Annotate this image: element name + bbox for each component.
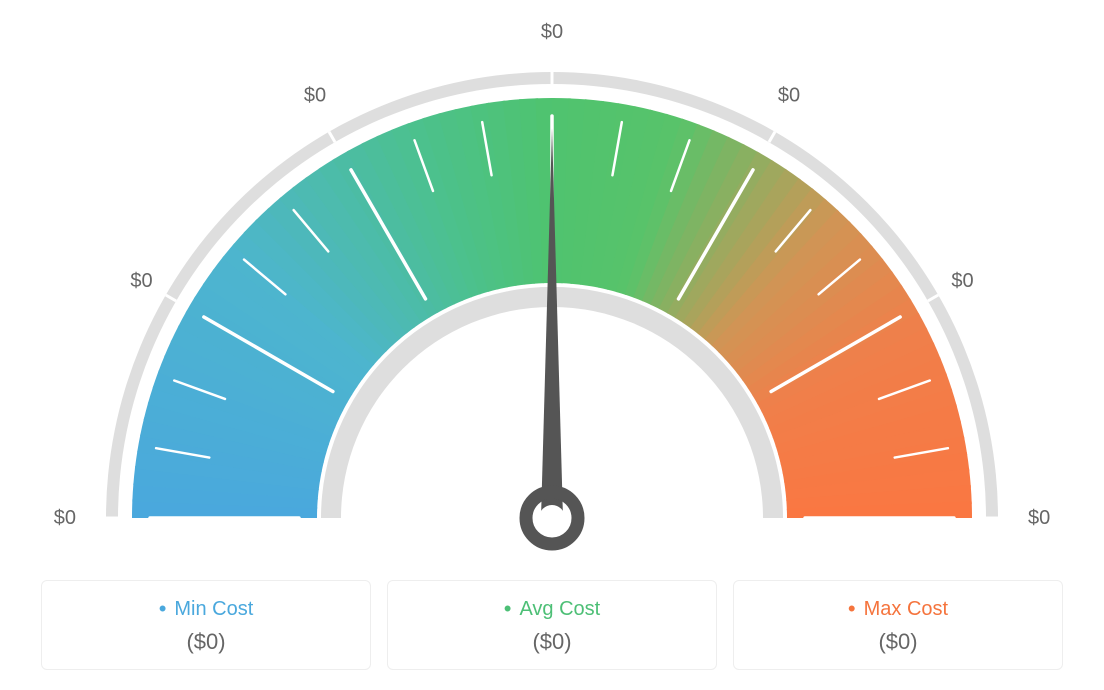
legend-avg-label: Avg Cost	[388, 595, 716, 621]
svg-text:$0: $0	[54, 507, 76, 529]
legend-box-min: Min Cost ($0)	[41, 580, 371, 670]
legend-max-label: Max Cost	[734, 595, 1062, 621]
gauge-chart: $0 $0 $0 $0 $0 $0 $0	[0, 0, 1104, 570]
svg-text:$0: $0	[778, 85, 800, 107]
svg-text:$0: $0	[1028, 507, 1050, 529]
legend-box-avg: Avg Cost ($0)	[387, 580, 717, 670]
legend-max-value: ($0)	[734, 629, 1062, 655]
svg-text:$0: $0	[951, 270, 973, 292]
gauge-svg: $0 $0 $0 $0 $0 $0 $0	[0, 0, 1104, 570]
legend-box-max: Max Cost ($0)	[733, 580, 1063, 670]
legend-min-label: Min Cost	[42, 595, 370, 621]
legend-min-value: ($0)	[42, 629, 370, 655]
svg-text:$0: $0	[304, 85, 326, 107]
svg-text:$0: $0	[541, 21, 563, 43]
svg-text:$0: $0	[130, 270, 152, 292]
legend-row: Min Cost ($0) Avg Cost ($0) Max Cost ($0…	[0, 570, 1104, 670]
legend-avg-value: ($0)	[388, 629, 716, 655]
